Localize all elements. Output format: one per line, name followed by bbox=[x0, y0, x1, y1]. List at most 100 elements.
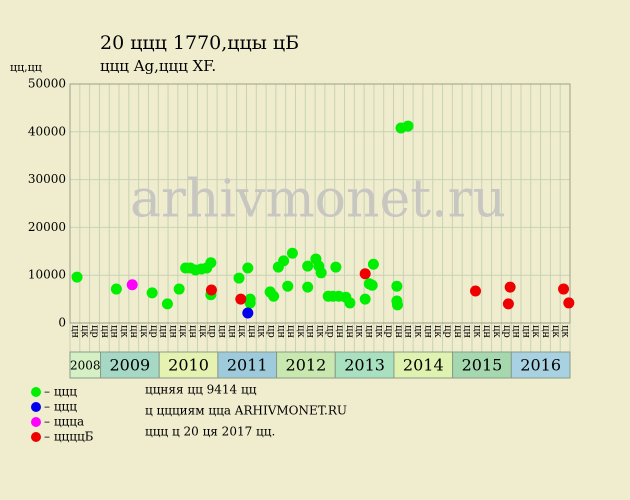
x-tick-label: цк bbox=[550, 325, 561, 338]
data-point bbox=[359, 268, 371, 280]
x-tick-label: цн bbox=[128, 325, 139, 338]
data-point bbox=[146, 287, 158, 299]
data-point bbox=[242, 307, 254, 319]
year-label: 2015 bbox=[462, 356, 503, 375]
y-tick-label: 0 bbox=[58, 316, 66, 330]
data-point bbox=[302, 281, 314, 293]
y-tick-label: 20000 bbox=[28, 220, 66, 234]
year-band bbox=[217, 351, 278, 379]
x-tick-label: цк bbox=[197, 325, 208, 338]
x-tick-label: цн bbox=[511, 325, 522, 338]
x-tick-label: цк bbox=[177, 325, 188, 338]
data-point bbox=[563, 297, 575, 309]
x-tick-label: цн bbox=[452, 325, 463, 338]
x-tick-label: цн bbox=[226, 325, 237, 338]
x-tick-label: цн bbox=[481, 325, 492, 338]
note: ццц ц 20 ця 2017 цц. bbox=[145, 425, 275, 439]
x-tick-label: цр bbox=[324, 325, 335, 338]
year-label: 2012 bbox=[286, 356, 327, 375]
x-tick-label: цн bbox=[540, 325, 551, 338]
x-tick-label: цн bbox=[275, 325, 286, 338]
x-tick-label: цр bbox=[501, 325, 512, 338]
data-point bbox=[126, 279, 138, 291]
x-tick-label: цн bbox=[285, 325, 296, 338]
x-tick-label: цр bbox=[442, 325, 453, 338]
y-tick-label: 50000 bbox=[28, 77, 66, 91]
x-tick-label: цр bbox=[148, 325, 159, 338]
data-point bbox=[344, 297, 356, 309]
data-point bbox=[173, 283, 185, 295]
chart-subtitle: ццц Ag,ццц XF. bbox=[100, 57, 216, 75]
x-tick-label: цк bbox=[354, 325, 365, 338]
x-tick-label: цк bbox=[560, 325, 571, 338]
x-tick-label: цн bbox=[422, 325, 433, 338]
x-tick-label: цн bbox=[216, 325, 227, 338]
chart-title: 20 ццц 1770,ццы цБ bbox=[100, 32, 299, 54]
x-tick-label: цн bbox=[69, 325, 80, 338]
x-tick-label: цн bbox=[462, 325, 473, 338]
x-tick-label: цк bbox=[530, 325, 541, 338]
data-point bbox=[242, 262, 254, 274]
x-tick-label: цк bbox=[471, 325, 482, 338]
year-band bbox=[510, 351, 571, 379]
x-tick-label: цр bbox=[265, 325, 276, 338]
data-point bbox=[402, 120, 414, 132]
data-point bbox=[391, 299, 403, 311]
data-point bbox=[205, 257, 217, 269]
x-tick-label: цк bbox=[118, 325, 129, 338]
y-tick-label: 10000 bbox=[28, 268, 66, 282]
data-point bbox=[282, 280, 294, 292]
x-tick-label: цн bbox=[403, 325, 414, 338]
x-tick-label: цн bbox=[158, 325, 169, 338]
watermark: arhivmonet.ru bbox=[130, 170, 506, 230]
x-tick-label: цн bbox=[364, 325, 375, 338]
data-point bbox=[110, 283, 122, 295]
data-point bbox=[470, 285, 482, 297]
year-band bbox=[69, 351, 102, 379]
year-label: 2011 bbox=[227, 356, 268, 375]
data-point bbox=[391, 280, 403, 292]
data-point bbox=[558, 283, 570, 295]
x-tick-label: цк bbox=[315, 325, 326, 338]
data-point bbox=[315, 267, 327, 279]
x-tick-label: цн bbox=[305, 325, 316, 338]
x-tick-label: цк bbox=[236, 325, 247, 338]
data-point bbox=[71, 271, 83, 283]
data-point bbox=[235, 293, 247, 305]
legend-label: – ццц bbox=[44, 385, 77, 399]
x-tick-label: цн bbox=[393, 325, 404, 338]
x-tick-label: цн bbox=[344, 325, 355, 338]
x-tick-label: цн bbox=[246, 325, 257, 338]
x-tick-label: цк bbox=[413, 325, 424, 338]
y-tick-label: 30000 bbox=[28, 172, 66, 186]
data-point bbox=[366, 279, 378, 291]
data-point bbox=[233, 272, 245, 284]
note: ц ццциям цца ARHIVMONET.RU bbox=[145, 404, 347, 418]
x-tick-label: цк bbox=[491, 325, 502, 338]
data-point bbox=[330, 261, 342, 273]
x-tick-label: цк bbox=[79, 325, 90, 338]
x-tick-label: цн bbox=[334, 325, 345, 338]
x-tick-label: цн bbox=[520, 325, 531, 338]
data-point bbox=[244, 297, 256, 309]
x-tick-label: цк bbox=[432, 325, 443, 338]
data-point bbox=[367, 258, 379, 270]
x-tick-label: цн bbox=[167, 325, 178, 338]
year-label: 2008 bbox=[70, 359, 101, 373]
data-point bbox=[268, 290, 280, 302]
legend-label: – ццццБ bbox=[44, 430, 94, 444]
data-point bbox=[161, 298, 173, 310]
x-tick-label: цк bbox=[256, 325, 267, 338]
data-point bbox=[502, 298, 514, 310]
x-tick-label: цн bbox=[109, 325, 120, 338]
x-tick-label: цк bbox=[138, 325, 149, 338]
x-tick-label: цк bbox=[295, 325, 306, 338]
data-point bbox=[359, 293, 371, 305]
x-tick-label: цр bbox=[383, 325, 394, 338]
x-tick-label: цн bbox=[187, 325, 198, 338]
data-point bbox=[302, 260, 314, 272]
x-tick-label: цн bbox=[99, 325, 110, 338]
x-tick-label: цк bbox=[373, 325, 384, 338]
legend-label: – ццц bbox=[44, 400, 77, 414]
